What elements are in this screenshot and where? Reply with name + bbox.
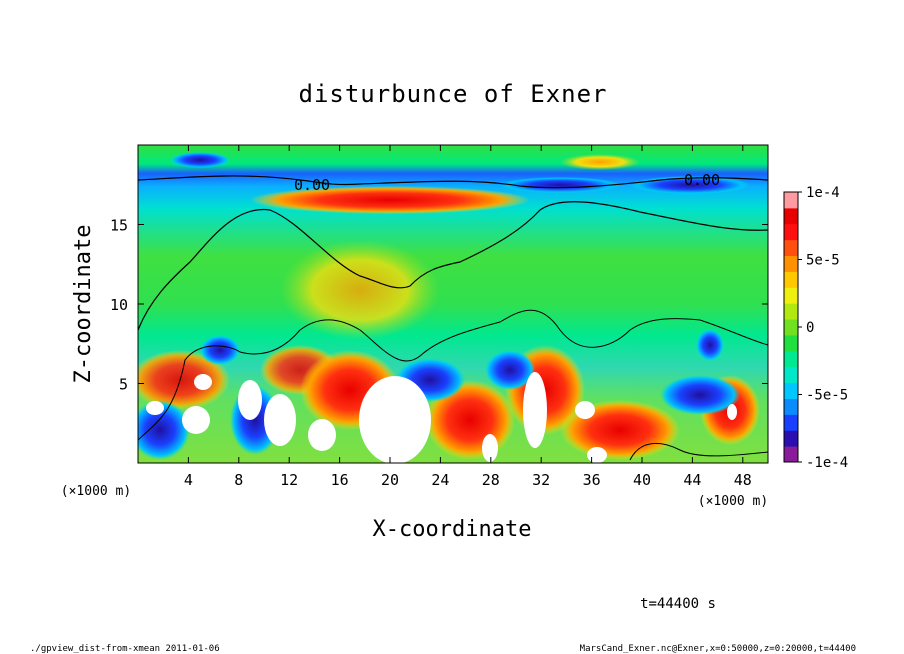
chart-title: disturbunce of Exner <box>299 80 608 108</box>
colorbar-swatch <box>784 239 798 257</box>
x-tick-label: 32 <box>532 471 550 489</box>
y-tick-label: 5 <box>119 376 128 394</box>
colorbar-tick-label: 0 <box>806 320 814 336</box>
colorbar-swatch <box>784 287 798 304</box>
x-tick-label: 4 <box>184 471 193 489</box>
x-tick-label: 36 <box>583 471 601 489</box>
contour-label: 0.00 <box>684 171 720 189</box>
x-tick-label: 24 <box>431 471 449 489</box>
colorbar-swatch <box>784 223 798 241</box>
colorbar-swatch <box>784 366 798 384</box>
footer-right: MarsCand_Exner.nc@Exner,x=0:50000,z=0:20… <box>580 644 856 654</box>
colorbar-swatch <box>784 446 798 463</box>
colorbar-tick-label: -1e-4 <box>806 455 848 471</box>
colorbar-swatch <box>784 334 798 352</box>
y-tick-label: 10 <box>110 296 128 314</box>
colorbar-swatch <box>784 303 798 320</box>
x-unit-label-left: (×1000 m) <box>61 484 131 499</box>
colorbar-swatch <box>784 319 798 336</box>
colorbar-swatch <box>784 382 798 399</box>
x-tick-label: 12 <box>280 471 298 489</box>
colorbar-swatch <box>784 430 798 447</box>
colorbar-swatch <box>784 271 798 288</box>
time-label: t=44400 s <box>640 596 716 612</box>
x-tick-label: 40 <box>633 471 651 489</box>
colorbar-swatch <box>784 255 798 272</box>
footer-left: ./gpview_dist-from-xmean 2011-01-06 <box>30 644 220 654</box>
y-axis-title: Z-coordinate <box>71 225 96 384</box>
x-axis-title: X-coordinate <box>373 517 532 542</box>
x-tick-label: 20 <box>381 471 399 489</box>
x-axis: 4 8 12 16 20 24 28 32 36 40 44 48 <box>184 145 752 489</box>
x-tick-label: 28 <box>482 471 500 489</box>
colorbar-tick-label: -5e-5 <box>806 388 848 404</box>
colorbar-swatch <box>784 350 798 368</box>
colorbar: 1e-4 5e-5 0 -5e-5 -1e-4 <box>783 185 848 471</box>
x-tick-label: 44 <box>683 471 701 489</box>
colorbar-swatch <box>784 414 798 431</box>
colorbar-tick-label: 1e-4 <box>806 185 840 201</box>
colorbar-swatch <box>784 207 798 225</box>
contour-label: 0.00 <box>294 176 330 194</box>
y-axis: 5 10 15 <box>110 217 768 394</box>
x-unit-label-right: (×1000 m) <box>698 494 768 509</box>
heatmap-field <box>138 145 768 463</box>
x-tick-label: 48 <box>734 471 752 489</box>
colorbar-swatch <box>784 192 798 209</box>
colorbar-tick-label: 5e-5 <box>806 253 840 269</box>
x-tick-label: 8 <box>234 471 243 489</box>
x-tick-label: 16 <box>331 471 349 489</box>
y-tick-label: 15 <box>110 217 128 235</box>
colorbar-swatch <box>784 398 798 415</box>
